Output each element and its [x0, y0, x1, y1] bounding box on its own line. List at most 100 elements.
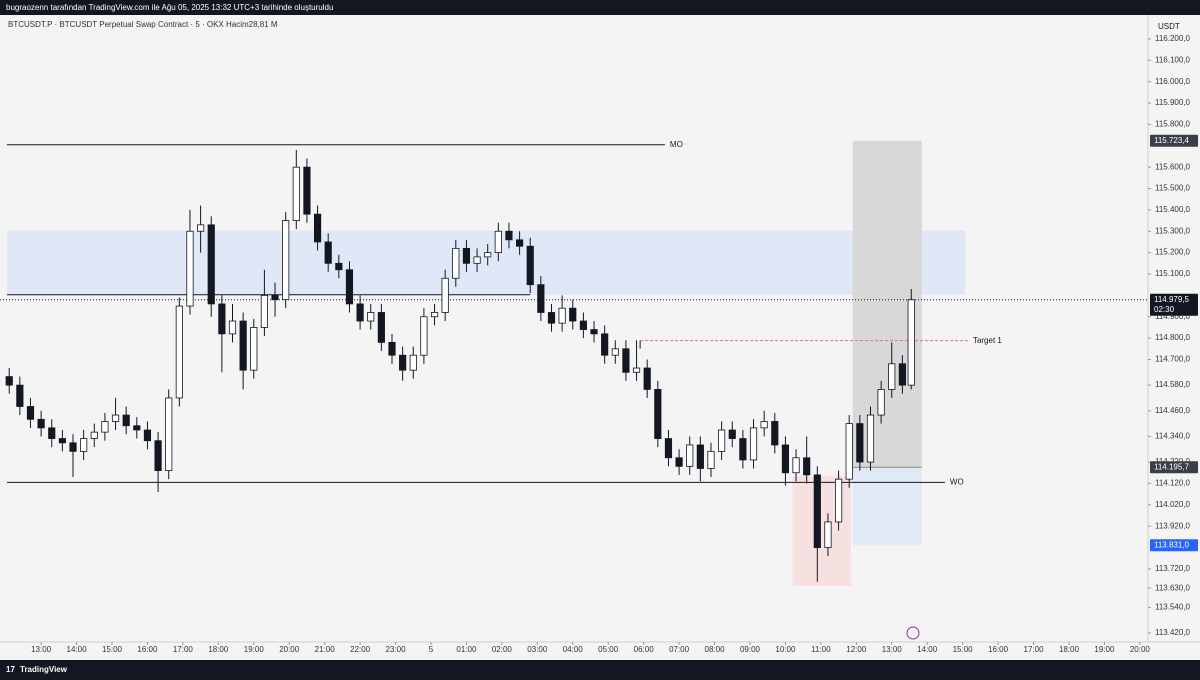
x-tick-label: 16:00 — [988, 645, 1009, 654]
x-tick-label: 16:00 — [137, 645, 158, 654]
candle-body — [90, 431, 98, 439]
candle-body — [239, 320, 247, 371]
x-tick-label: 01:00 — [456, 645, 477, 654]
candle-body — [622, 348, 630, 373]
candle-body — [420, 316, 428, 356]
candle-body — [484, 252, 492, 258]
candle-body — [643, 367, 651, 390]
y-tick-label: 114.700,0 — [1155, 355, 1191, 364]
candle-body — [69, 442, 77, 452]
candle-body — [601, 333, 609, 356]
x-tick-label: 13:00 — [31, 645, 52, 654]
candle-body — [526, 245, 534, 286]
symbol-header: BTCUSDT.P · BTCUSDT Perpetual Swap Contr… — [8, 20, 278, 29]
y-tick-label: 113.630,0 — [1155, 583, 1191, 592]
x-tick-label: 03:00 — [527, 645, 548, 654]
candle-body — [739, 438, 747, 461]
candle-body — [271, 294, 279, 301]
candle-body — [143, 429, 152, 442]
candle-body — [462, 247, 471, 264]
y-tick-label: 113.720,0 — [1155, 564, 1191, 573]
position-loss — [852, 467, 922, 546]
top-bar — [0, 0, 1200, 15]
candle-body — [175, 305, 183, 399]
entry-price-label: 114.195,7 — [1154, 462, 1190, 471]
x-tick-label: 17:00 — [173, 645, 194, 654]
candle-body — [441, 277, 449, 313]
x-tick-label: 21:00 — [315, 645, 336, 654]
candle-body — [122, 414, 130, 427]
y-tick-label: 115.800,0 — [1155, 120, 1191, 129]
candle-body — [537, 284, 545, 313]
candle-body — [197, 224, 205, 232]
candle-body — [26, 406, 35, 420]
x-tick-label: 15:00 — [953, 645, 974, 654]
candle-body — [494, 230, 502, 254]
x-tick-label: 18:00 — [1059, 645, 1080, 654]
candle-body — [473, 256, 481, 264]
candle-body — [335, 262, 343, 271]
brand: TradingView — [20, 665, 68, 674]
x-tick-label: 08:00 — [705, 645, 726, 654]
candle-body — [654, 389, 662, 439]
x-tick-label: 09:00 — [740, 645, 761, 654]
candle-body — [707, 450, 715, 469]
x-tick-label: 20:00 — [1130, 645, 1151, 654]
x-tick-label: 19:00 — [244, 645, 265, 654]
candle-body — [866, 414, 875, 463]
currency: USDT — [1158, 22, 1180, 31]
candle-body — [781, 444, 790, 474]
candle-body — [547, 312, 556, 324]
candle-body — [207, 224, 215, 305]
countdown-label: 02:30 — [1154, 305, 1175, 314]
candle-body — [845, 423, 853, 480]
candle-body — [250, 327, 258, 371]
x-tick-label: 18:00 — [208, 645, 229, 654]
y-tick-label: 114.340,0 — [1155, 432, 1191, 441]
candle-body — [558, 307, 566, 324]
candle-body — [16, 384, 24, 407]
zone — [7, 230, 966, 295]
candle-body — [803, 457, 811, 476]
y-tick-label: 115.100,0 — [1155, 269, 1191, 278]
candle-body — [877, 389, 885, 416]
target-price-label: 115.723,4 — [1154, 136, 1190, 145]
bottom-bar — [0, 660, 1200, 680]
candle-body — [760, 421, 768, 429]
candle-body — [409, 354, 417, 371]
x-tick-label: 17:00 — [1024, 645, 1045, 654]
candle-body — [37, 418, 45, 429]
candle-body — [824, 521, 832, 548]
y-tick-label: 114.120,0 — [1155, 479, 1191, 488]
candle-body — [675, 457, 683, 467]
candle-body — [516, 239, 524, 247]
event-icon — [906, 626, 920, 640]
candle-body — [388, 341, 396, 356]
stop-price-box — [1150, 539, 1198, 552]
candle-body — [111, 414, 120, 422]
candle-body — [505, 230, 513, 241]
candle-body — [579, 320, 587, 330]
candle-body — [5, 376, 13, 386]
candle-body — [154, 440, 162, 472]
candle-body — [569, 307, 577, 322]
x-tick-label: 14:00 — [67, 645, 88, 654]
candle-body — [313, 213, 322, 243]
candle-body — [728, 429, 736, 439]
y-tick-label: 114.800,0 — [1155, 333, 1191, 342]
level-label: MO — [670, 140, 683, 149]
y-tick-label: 114.460,0 — [1155, 406, 1191, 415]
candle-body — [664, 438, 673, 459]
y-tick-label: 115.200,0 — [1155, 248, 1191, 257]
y-tick-label: 113.420,0 — [1155, 628, 1191, 637]
candle-body — [377, 312, 385, 343]
candle-body — [186, 230, 194, 307]
candle-body — [590, 329, 598, 335]
x-tick-label: 05:00 — [598, 645, 619, 654]
x-tick-label: 20:00 — [279, 645, 300, 654]
candle-body — [632, 367, 641, 373]
attribution: bugraozenn tarafından TradingView.com il… — [6, 3, 333, 12]
candle-body — [834, 478, 843, 523]
